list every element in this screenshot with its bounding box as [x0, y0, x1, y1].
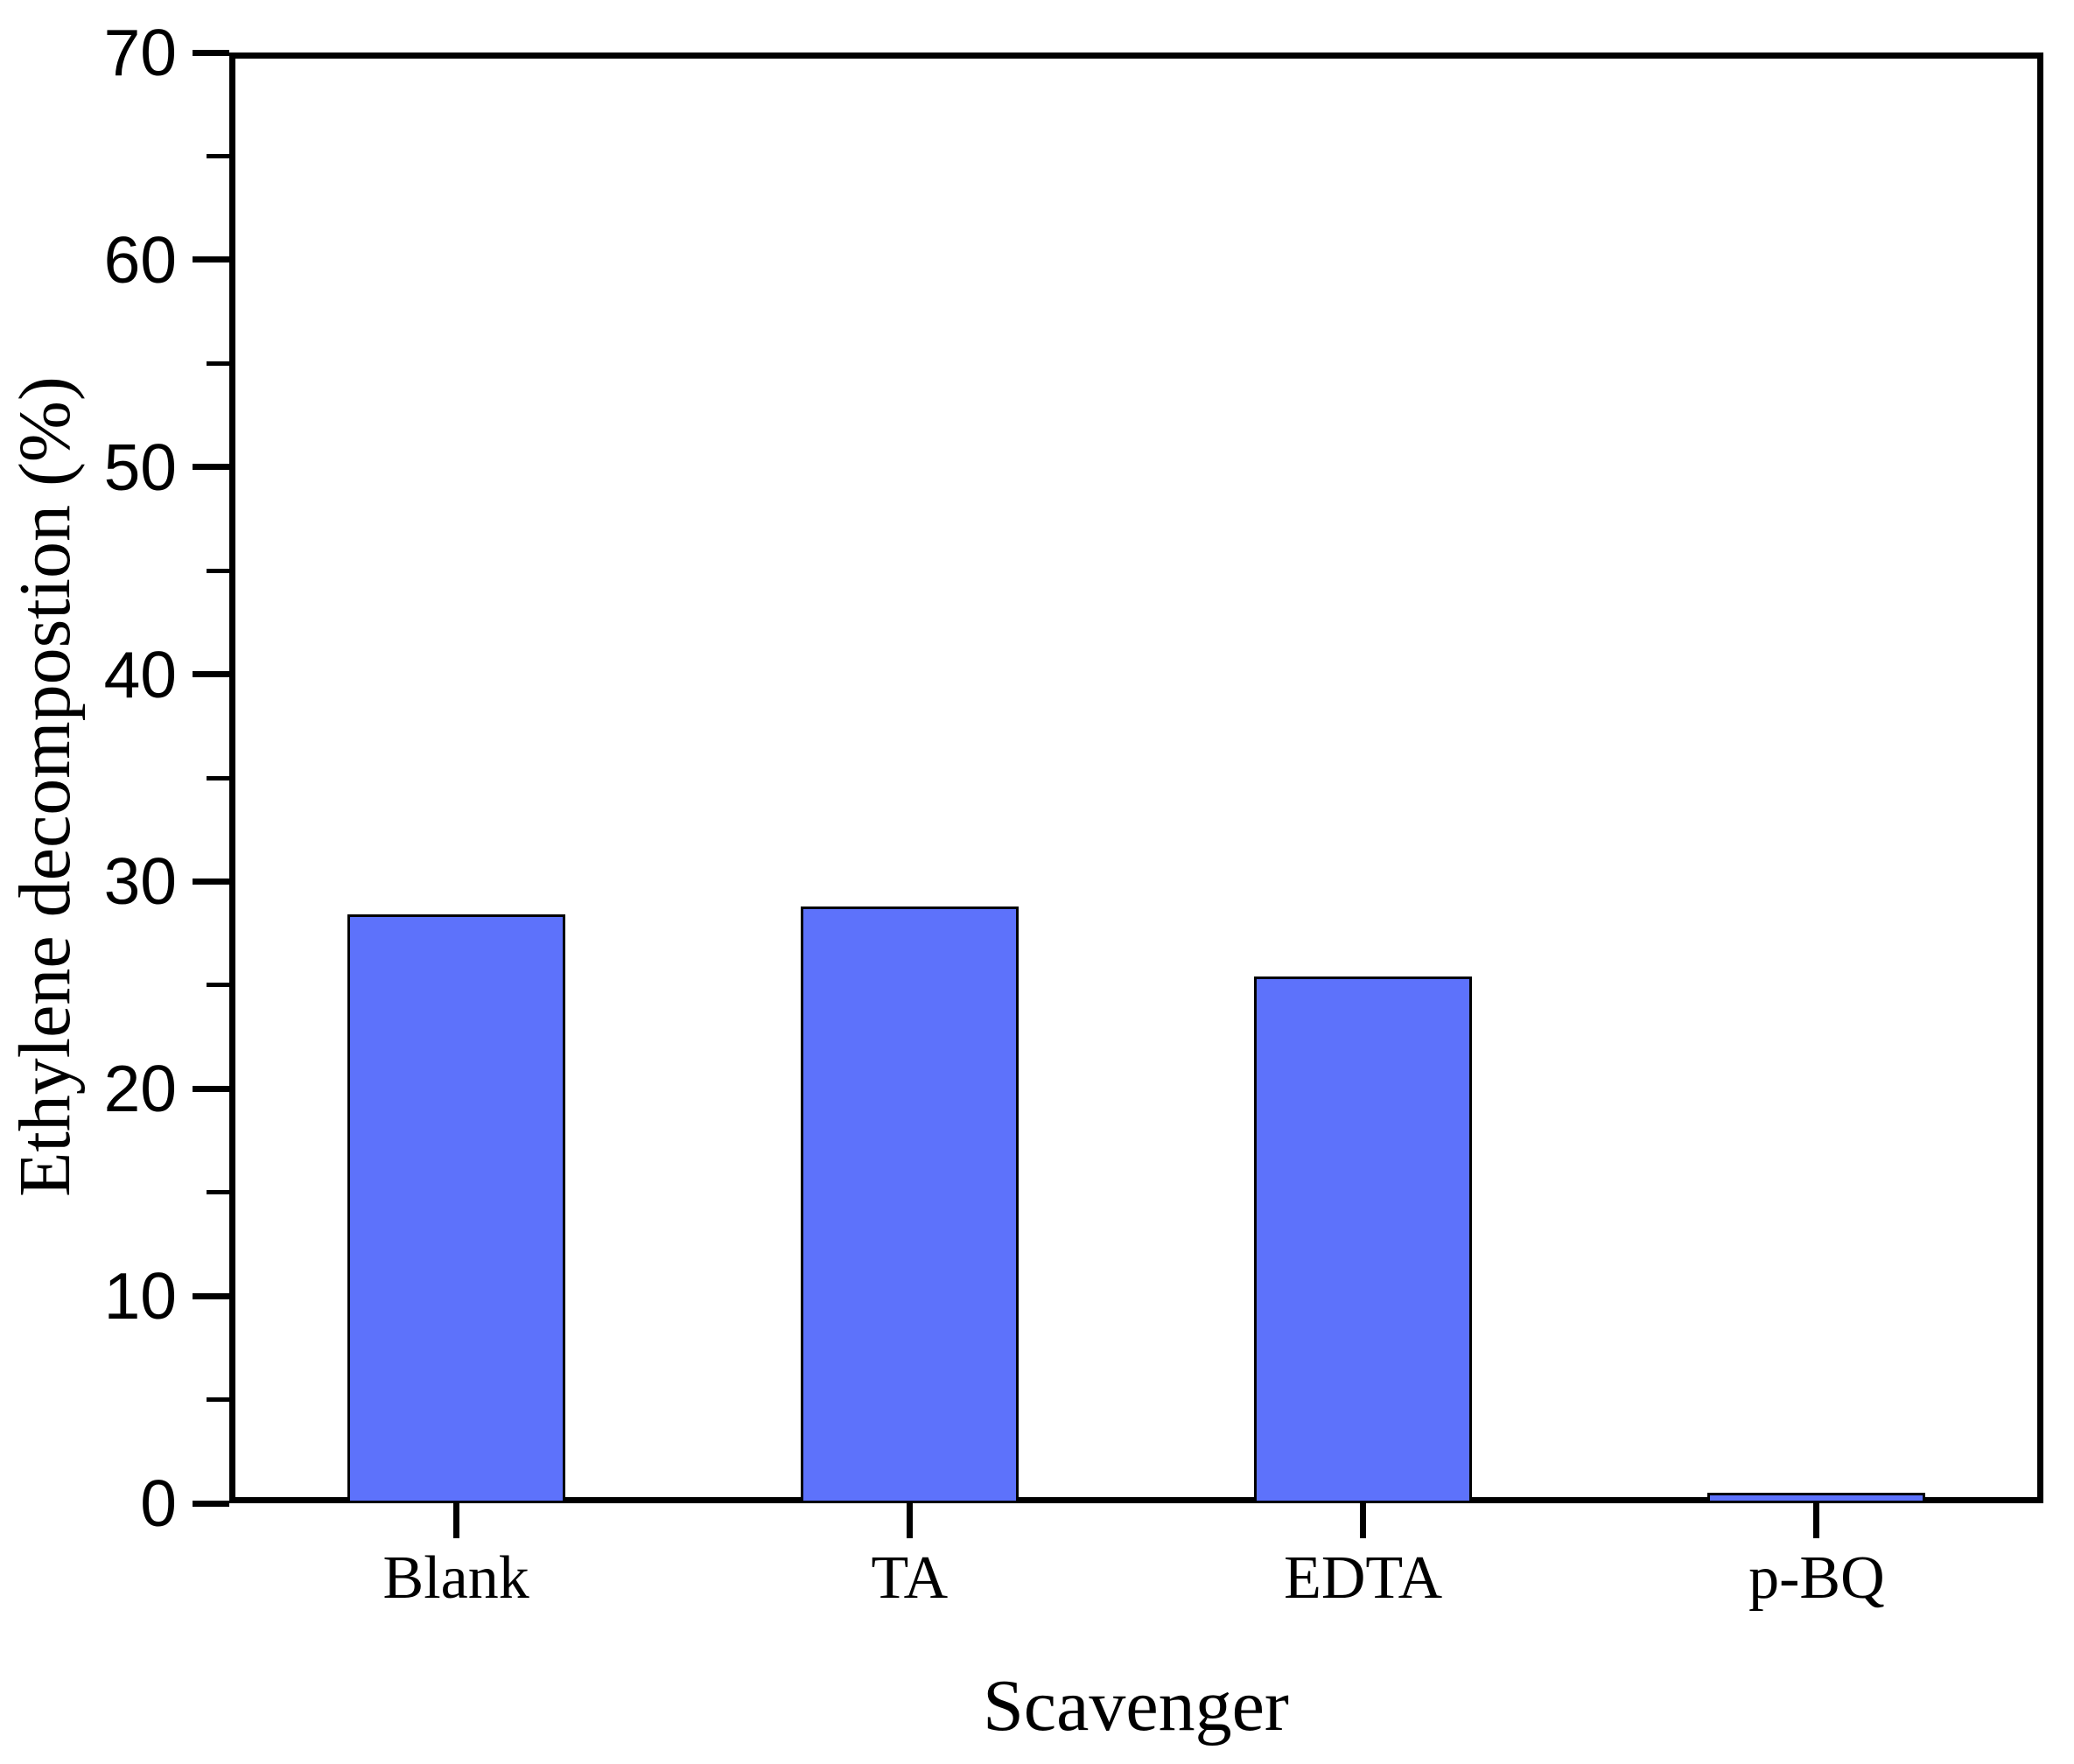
- x-tick: [906, 1503, 913, 1538]
- bar-p-bq: [1707, 1493, 1926, 1503]
- y-major-tick: [193, 671, 229, 678]
- y-minor-tick: [207, 568, 229, 573]
- bar-ta: [800, 906, 1019, 1503]
- x-tick: [1360, 1503, 1367, 1538]
- y-minor-tick: [207, 1190, 229, 1195]
- y-major-tick: [193, 1085, 229, 1092]
- y-major-tick: [193, 878, 229, 885]
- y-major-tick: [193, 49, 229, 56]
- bar-blank: [347, 914, 565, 1503]
- x-tick-label: TA: [871, 1544, 949, 1612]
- y-tick-label: 20: [103, 1052, 177, 1126]
- y-minor-tick: [207, 1397, 229, 1403]
- y-tick-label: 30: [103, 844, 177, 919]
- y-minor-tick: [207, 775, 229, 780]
- y-tick-label: 40: [103, 637, 177, 711]
- y-major-tick: [193, 1292, 229, 1299]
- y-tick-label: 70: [103, 16, 177, 89]
- y-tick-label: 10: [103, 1259, 177, 1334]
- bar-edta: [1254, 976, 1473, 1503]
- y-tick-label: 0: [140, 1466, 177, 1540]
- y-tick-label: 60: [103, 222, 177, 297]
- y-major-tick: [193, 1500, 229, 1507]
- y-major-tick: [193, 464, 229, 471]
- x-axis-title: Scavenger: [983, 1665, 1289, 1746]
- plot-frame: [229, 52, 2043, 1503]
- y-minor-tick: [207, 983, 229, 988]
- x-tick: [452, 1503, 459, 1538]
- y-minor-tick: [207, 360, 229, 366]
- y-major-tick: [193, 256, 229, 263]
- y-minor-tick: [207, 153, 229, 158]
- y-tick-label: 50: [103, 430, 177, 504]
- x-tick-label: EDTA: [1284, 1544, 1443, 1612]
- x-tick: [1813, 1503, 1820, 1538]
- x-tick-label: p-BQ: [1748, 1544, 1885, 1612]
- x-tick-label: Blank: [382, 1544, 529, 1612]
